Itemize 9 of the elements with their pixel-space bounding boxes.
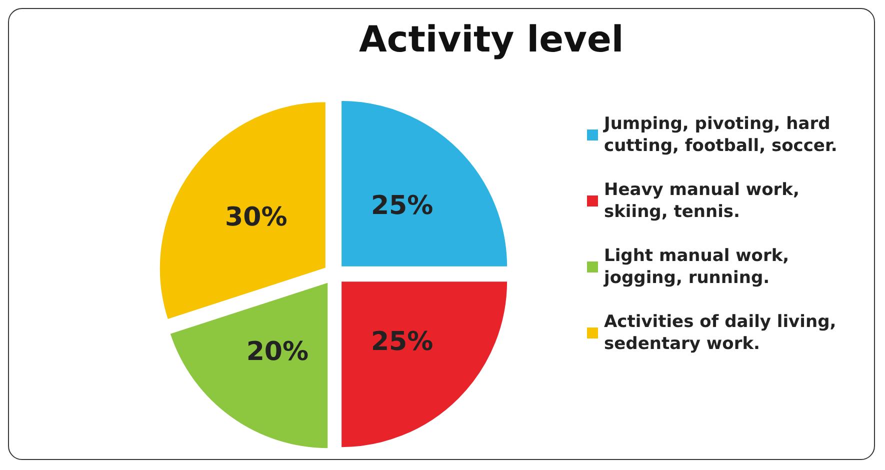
data-label: 25% [370, 190, 434, 221]
data-label: 25% [370, 327, 434, 358]
legend-label: Heavy manual work, skiing, tennis. [604, 180, 806, 222]
data-label: 20% [246, 336, 309, 367]
legend-label: Jumping, pivoting, hard cutting, football, soccer. [603, 114, 838, 156]
chart-title: Activity level [359, 20, 624, 60]
legend-label: Activities of daily living, sedentary work. [604, 312, 842, 354]
legend-label: Light manual work, jogging, running. [603, 246, 796, 288]
data-label: 30% [225, 202, 288, 232]
